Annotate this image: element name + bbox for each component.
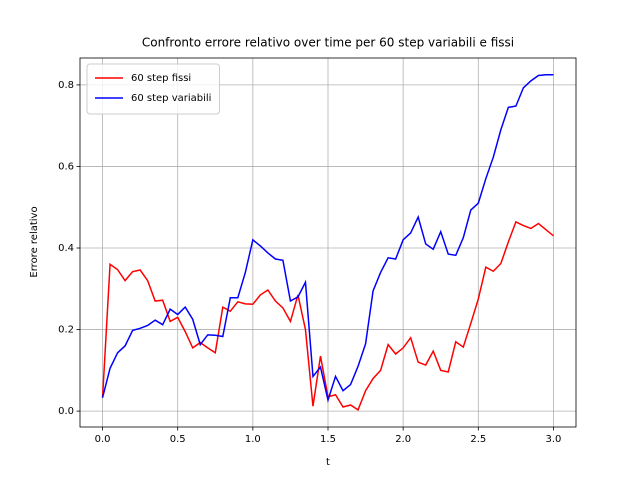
y-tick-label: 0.6 [58,161,74,172]
x-tick-label: 2.5 [470,434,486,445]
y-tick-label: 0.4 [58,243,74,254]
y-tick-label: 0.2 [58,325,74,336]
plot-frame [79,57,577,428]
y-axis-label: Errore relativo [29,206,40,277]
x-tick-label: 0.0 [95,434,111,445]
legend-box [86,63,220,115]
x-axis-label: t [326,457,330,468]
legend: 60 step fissi 60 step variabili [86,63,220,115]
data-line [101,73,554,403]
x-tick-label: 1.0 [245,434,261,445]
x-tick-label: 1.5 [320,434,336,445]
y-tick-label: 0.8 [58,80,74,91]
x-tick-label: 3.0 [546,434,562,445]
legend-label: 60 step variabili [131,93,211,104]
x-tick-label: 2.0 [395,434,411,445]
legend-label: 60 step fissi [131,73,191,84]
y-tick-label: 0.0 [58,406,74,417]
chart-title: Confronto errore relativo over time per … [142,36,514,50]
x-tick-label: 0.5 [170,434,186,445]
